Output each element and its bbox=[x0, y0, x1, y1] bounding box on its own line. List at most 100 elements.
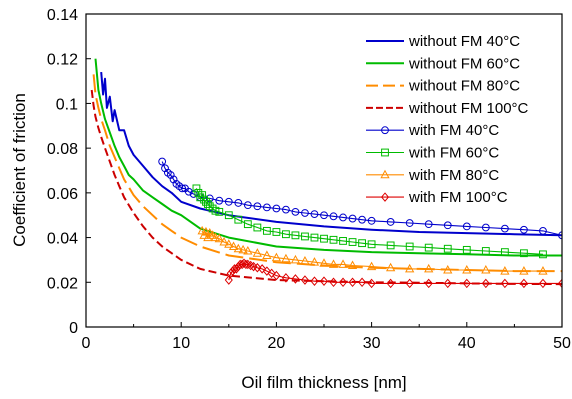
series-line bbox=[201, 230, 543, 272]
data-point bbox=[367, 278, 376, 289]
data-point bbox=[538, 278, 548, 289]
data-point bbox=[481, 278, 490, 289]
series-7 bbox=[197, 225, 548, 275]
data-point bbox=[481, 264, 491, 274]
legend-marker bbox=[381, 148, 389, 157]
data-point bbox=[224, 211, 233, 220]
data-point bbox=[243, 220, 252, 229]
data-point bbox=[462, 264, 472, 274]
data-point bbox=[236, 259, 245, 270]
data-point bbox=[184, 187, 193, 196]
x-tick-label: 50 bbox=[553, 335, 571, 352]
data-point bbox=[281, 253, 291, 263]
data-point bbox=[462, 222, 471, 231]
data-point bbox=[385, 262, 396, 272]
legend-item: with FM 80°C bbox=[366, 167, 499, 184]
data-point bbox=[539, 250, 547, 259]
data-point bbox=[443, 244, 452, 253]
data-point bbox=[329, 212, 338, 221]
data-point bbox=[234, 261, 243, 272]
data-point bbox=[253, 223, 262, 232]
y-tick-label: 0.02 bbox=[47, 275, 78, 292]
data-point bbox=[310, 233, 319, 242]
legend-item: without FM 80°C bbox=[366, 78, 520, 95]
y-tick-label: 0.14 bbox=[47, 7, 78, 24]
legend-label: with FM 40°C bbox=[408, 122, 499, 139]
legend-label: without FM 60°C bbox=[408, 55, 520, 72]
data-point bbox=[300, 275, 310, 285]
y-tick-label: 0.06 bbox=[47, 186, 78, 203]
data-point bbox=[405, 219, 414, 227]
data-point bbox=[262, 226, 271, 235]
data-point bbox=[358, 277, 367, 288]
data-point bbox=[386, 278, 395, 289]
data-point bbox=[238, 259, 247, 270]
data-point bbox=[320, 234, 328, 243]
legend-label: with FM 60°C bbox=[408, 145, 499, 162]
data-point bbox=[319, 258, 329, 267]
data-point bbox=[339, 237, 347, 245]
data-point bbox=[291, 231, 300, 240]
legend: without FM 40°C without FM 60°C without FM… bbox=[366, 33, 529, 206]
data-point bbox=[309, 257, 320, 266]
data-point bbox=[210, 232, 221, 242]
data-point bbox=[219, 236, 229, 246]
data-point bbox=[339, 213, 347, 222]
x-tick-label: 0 bbox=[82, 335, 91, 352]
data-point bbox=[226, 268, 235, 279]
series-line bbox=[161, 161, 562, 236]
data-point bbox=[228, 266, 237, 276]
data-point bbox=[203, 200, 212, 208]
x-tick-label: 30 bbox=[363, 335, 381, 352]
legend-item: with FM 100°C bbox=[366, 189, 508, 206]
series-line bbox=[90, 89, 562, 286]
data-point bbox=[520, 225, 528, 234]
data-point bbox=[192, 184, 201, 193]
data-point bbox=[282, 205, 290, 214]
data-point bbox=[500, 278, 509, 289]
legend-label: without FM 100°C bbox=[408, 100, 529, 117]
data-point bbox=[338, 259, 348, 268]
data-point bbox=[271, 252, 282, 262]
data-point bbox=[386, 218, 395, 226]
data-point bbox=[215, 196, 224, 205]
data-point bbox=[301, 209, 309, 217]
data-point bbox=[443, 264, 453, 274]
data-point bbox=[258, 264, 267, 274]
data-point bbox=[424, 220, 433, 229]
series-8 bbox=[224, 258, 562, 289]
series-line bbox=[100, 72, 562, 237]
data-point bbox=[358, 215, 366, 224]
series-1 bbox=[100, 72, 562, 237]
data-point bbox=[539, 226, 547, 235]
data-point bbox=[243, 245, 253, 255]
y-tick-label: 0.12 bbox=[47, 52, 78, 69]
data-point bbox=[224, 275, 233, 285]
data-point bbox=[538, 266, 548, 275]
legend-item: with FM 60°C bbox=[366, 145, 499, 162]
series-5 bbox=[158, 157, 562, 240]
x-axis-label: Oil film thickness [nm] bbox=[241, 373, 406, 392]
series-4 bbox=[90, 89, 562, 286]
data-point bbox=[262, 203, 271, 212]
data-point bbox=[201, 226, 211, 236]
data-point bbox=[405, 278, 414, 289]
data-point bbox=[238, 244, 248, 254]
data-point bbox=[424, 278, 433, 289]
data-point bbox=[230, 264, 239, 274]
data-point bbox=[328, 259, 339, 268]
data-point bbox=[234, 215, 243, 224]
data-point bbox=[500, 248, 509, 257]
data-point bbox=[301, 232, 309, 241]
series-3 bbox=[92, 74, 562, 273]
data-point bbox=[272, 270, 281, 281]
data-point bbox=[348, 238, 357, 246]
data-point bbox=[262, 266, 271, 276]
data-point bbox=[234, 199, 243, 207]
data-point bbox=[253, 262, 262, 273]
data-point bbox=[366, 261, 377, 271]
legend-marker bbox=[381, 126, 389, 135]
series-layer bbox=[90, 58, 562, 289]
y-tick-label: 0.08 bbox=[47, 141, 78, 158]
data-point bbox=[481, 247, 490, 255]
